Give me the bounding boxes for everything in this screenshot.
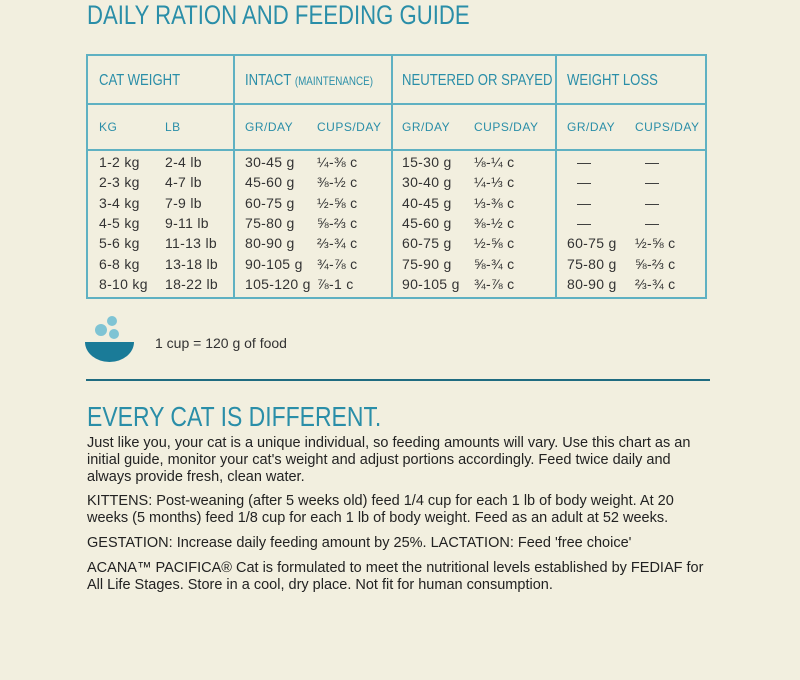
table-cell: ⅓-⅜ c <box>474 194 515 211</box>
bowl-icon <box>85 316 134 362</box>
header-cell: CAT WEIGHT <box>99 72 181 89</box>
table-cell: 7-9 lb <box>165 194 202 211</box>
table-cell: — <box>645 174 660 191</box>
header-cell: INTACT (MAINTENANCE) <box>245 72 373 90</box>
table-cell: 60-75 g <box>567 235 617 252</box>
table-cell: — <box>577 174 592 191</box>
subheader-cell: CUPS/DAY <box>635 120 700 134</box>
cup-note: 1 cup = 120 g of food <box>155 335 287 351</box>
divider <box>391 56 393 297</box>
table-cell: 80-90 g <box>245 235 295 252</box>
paragraph: GESTATION: Increase daily feeding amount… <box>87 535 632 551</box>
table-cell: 75-90 g <box>402 255 452 272</box>
table-cell: 45-60 g <box>402 214 452 231</box>
table-cell: ⅔-¾ c <box>317 235 358 252</box>
table-cell: 9-11 lb <box>165 214 209 231</box>
table-cell: — <box>577 154 592 170</box>
table-cell: 60-75 g <box>402 235 452 252</box>
table-cell: — <box>645 214 660 231</box>
table-cell: ⅜-½ c <box>474 214 515 231</box>
table-cell: 30-40 g <box>402 174 452 191</box>
section-heading: EVERY CAT IS DIFFERENT. <box>87 401 382 432</box>
subheader-cell: LB <box>165 120 181 134</box>
paragraph: ACANA™ PACIFICA® Cat is formulated to me… <box>87 560 704 593</box>
divider <box>88 103 705 105</box>
divider <box>233 56 235 297</box>
table-cell: 40-45 g <box>402 194 452 211</box>
divider <box>555 56 557 297</box>
table-cell: 15-30 g <box>402 154 452 170</box>
table-cell: ⅝-⅔ c <box>635 255 676 272</box>
table-cell: 60-75 g <box>245 194 295 211</box>
table-cell: 11-13 lb <box>165 235 217 252</box>
header-text: INTACT <box>245 72 292 89</box>
table-cell: 80-90 g <box>567 275 617 292</box>
subheader-cell: GR/DAY <box>567 120 616 134</box>
table-cell: — <box>645 194 660 211</box>
paragraph: KITTENS: Post-weaning (after 5 weeks old… <box>87 493 674 526</box>
table-cell: — <box>577 214 592 231</box>
table-cell: 3-4 kg <box>99 194 140 211</box>
table-cell: 2-3 kg <box>99 174 140 191</box>
table-cell: 13-18 lb <box>165 255 218 272</box>
table-cell: 45-60 g <box>245 174 295 191</box>
table-cell: 6-8 kg <box>99 255 140 272</box>
table-cell: 105-120 g <box>245 275 311 292</box>
table-cell: ¾-⅞ c <box>474 275 515 292</box>
table-cell: ½-⅝ c <box>635 235 676 252</box>
subheader-cell: CUPS/DAY <box>317 120 382 134</box>
feeding-table: CAT WEIGHT INTACT (MAINTENANCE) NEUTERED… <box>86 54 707 299</box>
divider <box>88 149 705 151</box>
table-cell: 30-45 g <box>245 154 295 170</box>
table-cell: — <box>577 194 592 211</box>
table-cell: ⅔-¾ c <box>635 275 676 292</box>
table-cell: ¼-⅓ c <box>474 174 515 191</box>
table-cell: ½-⅝ c <box>317 194 358 211</box>
table-cell: 4-7 lb <box>165 174 202 191</box>
title: DAILY RATION AND FEEDING GUIDE <box>87 0 470 30</box>
paragraph: Just like you, your cat is a unique indi… <box>87 435 691 485</box>
subheader-cell: GR/DAY <box>402 120 451 134</box>
table-cell: ⅞-1 c <box>317 275 354 292</box>
table-cell: 5-6 kg <box>99 235 140 252</box>
table-cell: 90-105 g <box>245 255 303 272</box>
header-cell: WEIGHT LOSS <box>567 72 658 89</box>
table-cell: — <box>645 154 660 170</box>
table-cell: 4-5 kg <box>99 214 140 231</box>
table-cell: ¼-⅜ c <box>317 154 358 170</box>
table-cell: ½-⅝ c <box>474 235 515 252</box>
table-cell: ⅝-⅔ c <box>317 214 358 231</box>
table-cell: 2-4 lb <box>165 154 202 170</box>
separator <box>86 379 710 381</box>
header-cell: NEUTERED OR SPAYED <box>402 72 553 89</box>
table-cell: 75-80 g <box>245 214 295 231</box>
table-cell: ¾-⅞ c <box>317 255 358 272</box>
subheader-cell: CUPS/DAY <box>474 120 539 134</box>
table-cell: 18-22 lb <box>165 275 218 292</box>
table-cell: 8-10 kg <box>99 275 148 292</box>
table-cell: ⅛-¼ c <box>474 154 515 170</box>
table-cell: ⅝-¾ c <box>474 255 515 272</box>
table-cell: ⅜-½ c <box>317 174 358 191</box>
subheader-cell: KG <box>99 120 118 134</box>
table-cell: 90-105 g <box>402 275 460 292</box>
subheader-cell: GR/DAY <box>245 120 294 134</box>
table-cell: 1-2 kg <box>99 154 140 170</box>
table-cell: 75-80 g <box>567 255 617 272</box>
header-note: (MAINTENANCE) <box>294 74 373 88</box>
